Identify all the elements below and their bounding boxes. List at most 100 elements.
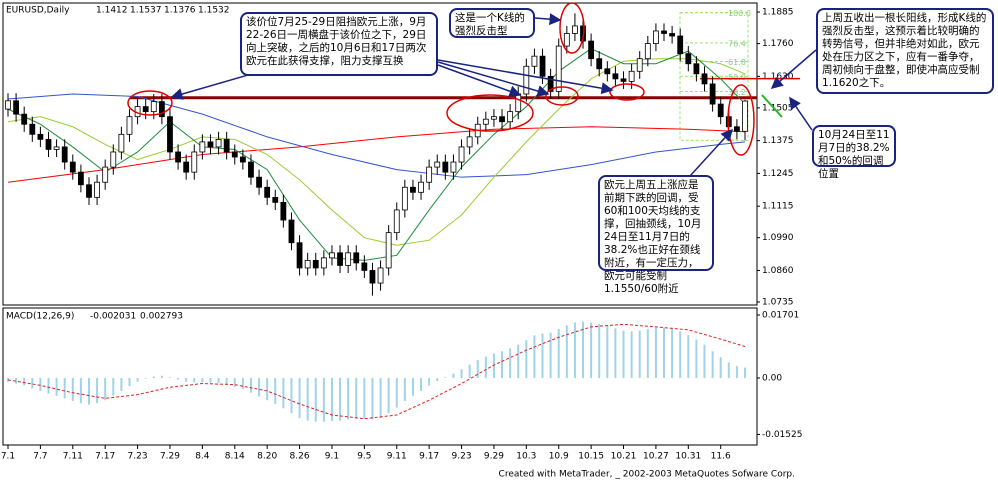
macd-signal bbox=[7, 323, 746, 420]
candle-body bbox=[612, 73, 619, 80]
fib-label: 61.8 bbox=[728, 58, 746, 67]
ellipse bbox=[127, 90, 173, 116]
x-tick-label: 9.23 bbox=[452, 452, 472, 462]
candle-body bbox=[304, 259, 311, 269]
candle-body bbox=[280, 201, 287, 221]
macd-label: MACD(12,26,9) bbox=[6, 312, 74, 322]
candle-body bbox=[717, 103, 724, 118]
x-tick-label: 8.20 bbox=[257, 452, 277, 462]
annotation: 这是一个K线的强烈反击型 bbox=[449, 8, 535, 38]
candle-body bbox=[734, 126, 740, 132]
annotation: 该价位7月25-29日阻挡欧元上涨，9月22-26日一周横盘于该价位之下，29日… bbox=[240, 12, 438, 76]
annotation: 上周五收出一根长阳线，形成K线的强烈反击型，这预示着比较明确的转势信号，但并非绝… bbox=[816, 8, 994, 94]
y-tick-label: 1.1375 bbox=[762, 136, 794, 146]
candle-body bbox=[636, 58, 643, 72]
candle-body bbox=[53, 146, 60, 150]
x-tick-label: 7.7 bbox=[33, 452, 47, 462]
candle-body bbox=[709, 83, 716, 105]
candle-body bbox=[191, 151, 198, 173]
highlights bbox=[127, 2, 755, 156]
candle-body bbox=[653, 30, 659, 44]
candle-body bbox=[199, 141, 206, 153]
candle-body bbox=[369, 270, 376, 284]
moving-average bbox=[7, 48, 746, 261]
candle-body bbox=[37, 133, 44, 140]
x-tick-label: 7.23 bbox=[128, 452, 148, 462]
candle-body bbox=[183, 161, 190, 173]
arrow bbox=[437, 64, 522, 98]
candle-body bbox=[86, 184, 92, 198]
candle-body bbox=[264, 186, 271, 198]
macd-panel bbox=[2, 307, 758, 446]
x-tick-label: 9.29 bbox=[484, 452, 504, 462]
ellipse bbox=[559, 2, 585, 54]
candle-body bbox=[337, 252, 343, 266]
candle-body bbox=[515, 93, 522, 113]
candle-body bbox=[450, 161, 457, 173]
arrow bbox=[437, 59, 614, 95]
x-tick-label: 10.21 bbox=[611, 452, 637, 462]
y-tick-label: 1.1760 bbox=[762, 39, 794, 49]
x-tick-label: 9.11 bbox=[387, 452, 407, 462]
x-tick-label: 11.6 bbox=[711, 452, 731, 462]
candle-body bbox=[685, 53, 692, 65]
moving-average bbox=[7, 126, 746, 183]
y-tick-label: 1.1505 bbox=[762, 103, 794, 113]
candle-body bbox=[539, 55, 546, 77]
candle-body bbox=[353, 252, 360, 264]
candle-body bbox=[669, 33, 676, 37]
candle-body bbox=[45, 138, 52, 150]
arrow bbox=[689, 128, 734, 177]
x-tick-label: 9.1 bbox=[325, 452, 339, 462]
ellipse bbox=[727, 84, 755, 156]
candle-body bbox=[223, 138, 230, 153]
candle-body bbox=[482, 118, 489, 125]
candle-body bbox=[620, 78, 627, 82]
header-open: 1.1412 bbox=[96, 6, 128, 16]
moving-average bbox=[7, 93, 746, 178]
candle-body bbox=[507, 111, 514, 123]
x-tick-label: 10.3 bbox=[516, 452, 536, 462]
candle-body bbox=[61, 146, 68, 163]
candle-body bbox=[77, 171, 84, 186]
candle-body bbox=[604, 68, 611, 75]
candle-body bbox=[94, 181, 100, 198]
candle-body bbox=[555, 45, 562, 92]
x-tick-label: 8.14 bbox=[225, 452, 245, 462]
candle-body bbox=[434, 161, 441, 168]
x-tick-label: 10.9 bbox=[549, 452, 569, 462]
candle-body bbox=[110, 151, 117, 168]
arrow bbox=[437, 61, 550, 97]
candle-body bbox=[272, 196, 279, 203]
candle-body bbox=[393, 209, 400, 234]
arrow bbox=[789, 96, 813, 131]
macd-value: 0.002793 bbox=[140, 312, 183, 322]
candle-body bbox=[312, 259, 319, 269]
candle-body bbox=[677, 35, 684, 55]
y2-tick-label: 0.01701 bbox=[762, 310, 799, 320]
candle-body bbox=[329, 252, 335, 259]
candle-body bbox=[29, 123, 36, 135]
candle-body bbox=[142, 106, 149, 113]
candle-body bbox=[588, 40, 595, 60]
candle-body bbox=[418, 181, 424, 193]
annotation: 10月24日至11月7日的38.2%和50%的回调位置 bbox=[812, 125, 896, 180]
candle-body bbox=[21, 113, 28, 125]
candle-body bbox=[207, 141, 214, 148]
header-close: 1.1532 bbox=[198, 6, 230, 16]
y-tick-label: 1.1115 bbox=[762, 202, 794, 212]
candle-body bbox=[426, 166, 433, 183]
candle-body bbox=[701, 73, 708, 85]
moving-average bbox=[7, 58, 746, 246]
arrow bbox=[770, 49, 817, 89]
candle-body bbox=[661, 30, 667, 34]
candle-body bbox=[547, 75, 554, 92]
candle-body bbox=[401, 186, 408, 211]
candle-body bbox=[288, 219, 295, 244]
candle-body bbox=[628, 70, 635, 82]
candle-body bbox=[320, 257, 327, 269]
y-tick-label: 1.0735 bbox=[762, 297, 794, 307]
candle-body bbox=[466, 136, 473, 148]
